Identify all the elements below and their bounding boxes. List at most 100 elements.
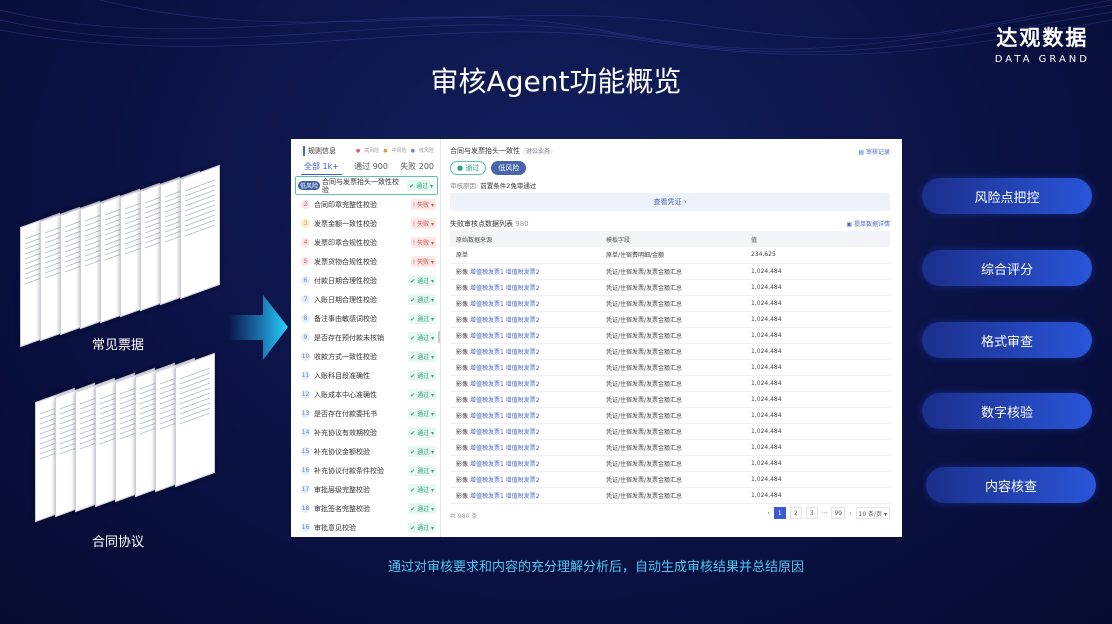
page-title: 审核Agent功能概览	[430, 65, 682, 98]
status-dropdown[interactable]: ! 失败 ▾	[410, 218, 436, 229]
invoice-link[interactable]: 增值税发票1 增值税发票2	[469, 460, 540, 468]
invoice-link[interactable]: 增值税发票1 增值税发票2	[469, 428, 540, 436]
status-dropdown[interactable]: ✔ 通过 ▾	[408, 427, 436, 438]
invoice-link[interactable]: 增值税发票1 增值税发票2	[469, 268, 540, 276]
business-tag: 对公业务	[523, 148, 554, 155]
rule-item[interactable]: 13 是否存在付款委托书 ✔ 通过 ▾	[295, 404, 438, 423]
invoice-link[interactable]: 增值税发票1 增值税发票2	[469, 412, 540, 420]
detail-link[interactable]: ▣ 提单数据详情	[846, 221, 890, 228]
scrollbar[interactable]	[438, 331, 440, 343]
rule-item[interactable]: 16 审批意见校验 ✔ 通过 ▾	[295, 518, 438, 537]
status-dropdown[interactable]: ! 失败 ▾	[410, 256, 436, 267]
invoice-link[interactable]: 增值税发票1 增值税发票2	[469, 300, 540, 308]
table-row: 原单 原单/住宿费明细/金额 234,625	[450, 247, 890, 264]
invoice-link[interactable]: 增值税发票1 增值税发票2	[469, 348, 540, 356]
feature-pill: 格式审查	[922, 322, 1092, 358]
rule-item[interactable]: 10 收款方式一致性校验 ✔ 通过 ▾	[295, 347, 438, 366]
rule-name: 发票货物合规性校验	[314, 257, 377, 266]
page-button[interactable]: 99	[831, 507, 846, 519]
status-dropdown[interactable]: ✔ 通过 ▾	[408, 446, 436, 457]
invoice-link[interactable]: 增值税发票1 增值税发票2	[469, 284, 540, 292]
status-dropdown[interactable]: ✔ 通过 ▾	[408, 465, 436, 476]
invoice-link[interactable]: 增值税发票1 增值税发票2	[469, 492, 540, 500]
rule-item[interactable]: 4 发票印章合规性校验 ! 失败 ▾	[295, 233, 438, 252]
rule-item[interactable]: 低风险 合同与发票抬头一致性校验 ✔ 通过 ▾	[295, 176, 438, 195]
rule-name: 入账科目段准确性	[314, 371, 370, 380]
audit-record-link[interactable]: ▤ 审核记录	[858, 149, 890, 156]
rule-number: 7	[301, 295, 310, 304]
rule-item[interactable]: 8 备注事由敏感词校验 ✔ 通过 ▾	[295, 309, 438, 328]
page-button: ···	[821, 509, 828, 517]
table-row: 影像 增值税发票1 增值税发票2 凭证/住宿发票/发票金额汇总 1,024,484	[450, 423, 890, 440]
status-dropdown[interactable]: ! 失败 ▾	[410, 237, 436, 248]
rule-number: 14	[301, 428, 310, 437]
rule-item[interactable]: 17 审批层级完整校验 ✔ 通过 ▾	[295, 480, 438, 499]
rule-name: 审批层级完整校验	[314, 485, 370, 494]
rule-item[interactable]: 6 付款日期合理性校验 ✔ 通过 ▾	[295, 271, 438, 290]
rule-item[interactable]: 15 补充协议金额校验 ✔ 通过 ▾	[295, 442, 438, 461]
invoice-link[interactable]: 增值税发票1 增值税发票2	[469, 444, 540, 452]
rule-item[interactable]: 18 审批签名完整校验 ✔ 通过 ▾	[295, 499, 438, 518]
rule-item[interactable]: 2 合同印章完整性校验 ! 失败 ▾	[295, 195, 438, 214]
invoice-link[interactable]: 增值税发票1 增值税发票2	[469, 332, 540, 340]
rule-number: 13	[301, 409, 310, 418]
page-size-select[interactable]: 10 条/页 ▾	[855, 507, 890, 519]
status-dropdown[interactable]: ✔ 通过 ▾	[408, 370, 436, 381]
status-dropdown[interactable]: ✔ 通过 ▾	[408, 332, 436, 343]
table-row: 影像 增值税发票1 增值税发票2 凭证/住宿发票/发票金额汇总 1,024,484	[450, 311, 890, 328]
risk-badge: 低风险	[298, 181, 321, 190]
status-dropdown[interactable]: ✔ 通过 ▾	[408, 275, 436, 286]
view-voucher-button[interactable]: 查看凭证 ›	[450, 193, 890, 211]
rule-item[interactable]: 12 入账成本中心准确性 ✔ 通过 ▾	[295, 385, 438, 404]
invoice-link[interactable]: 增值税发票1 增值税发票2	[469, 364, 540, 372]
rule-name: 是否存在预付款未核销	[314, 333, 384, 342]
invoice-link[interactable]: 增值税发票1 增值税发票2	[469, 396, 540, 404]
rule-item[interactable]: 16 补充协议付款条件校验 ✔ 通过 ▾	[295, 461, 438, 480]
tab-all[interactable]: 全部 1k+	[301, 161, 342, 175]
status-dropdown[interactable]: ✔ 通过 ▾	[408, 408, 436, 419]
table-row: 影像 增值税发票1 增值税发票2 凭证/住宿发票/发票金额汇总 1,024,484	[450, 487, 890, 504]
rule-item[interactable]: 11 入账科目段准确性 ✔ 通过 ▾	[295, 366, 438, 385]
pass-badge: ● 通过	[450, 161, 487, 175]
status-dropdown[interactable]: ✔ 通过 ▾	[408, 484, 436, 495]
rule-number: 9	[301, 333, 310, 342]
rule-item[interactable]: 3 发票金额一致性校验 ! 失败 ▾	[295, 214, 438, 233]
audit-reason: 审核原因: 前置条件2免审通过	[450, 182, 537, 190]
status-dropdown[interactable]: ✔ 通过 ▾	[408, 313, 436, 324]
status-dropdown[interactable]: ✔ 通过 ▾	[408, 351, 436, 362]
pagination: ‹ 1 2 3 ··· 99 › 10 条/页 ▾	[767, 507, 890, 519]
rule-name: 补充协议金额校验	[314, 447, 370, 456]
rule-name: 付款日期合理性校验	[314, 276, 377, 285]
tab-pass[interactable]: 通过 900	[354, 162, 388, 171]
rule-item[interactable]: 7 入账日期合理性校验 ✔ 通过 ▾	[295, 290, 438, 309]
page-button[interactable]: 1	[773, 507, 786, 519]
table-row: 影像 增值税发票1 增值税发票2 凭证/住宿发票/发票金额汇总 1,024,484	[450, 295, 890, 312]
invoice-link[interactable]: 增值税发票1 增值税发票2	[469, 476, 540, 484]
prev-page-button[interactable]: ‹	[767, 509, 770, 517]
rule-item[interactable]: 14 补充协议有效期校验 ✔ 通过 ▾	[295, 423, 438, 442]
status-dropdown[interactable]: ✔ 通过 ▾	[408, 503, 436, 514]
rule-number: 10	[301, 352, 310, 361]
invoice-link[interactable]: 增值税发票1 增值税发票2	[469, 316, 540, 324]
rule-number: 2	[301, 200, 310, 209]
rule-number: 8	[301, 314, 310, 323]
next-page-button[interactable]: ›	[849, 509, 852, 517]
rule-number: 16	[301, 523, 310, 532]
rule-item[interactable]: 9 是否存在预付款未核销 ✔ 通过 ▾	[295, 328, 438, 347]
risk-badge: 低风险	[491, 161, 527, 175]
rule-number: 11	[301, 371, 310, 380]
status-dropdown[interactable]: ✔ 通过 ▾	[408, 389, 436, 400]
page-button[interactable]: 2	[789, 507, 802, 519]
detail-title: 合同与发票抬头一致性	[450, 147, 520, 155]
page-button[interactable]: 3	[805, 507, 818, 519]
invoice-link[interactable]: 增值税发票1 增值税发票2	[469, 380, 540, 388]
status-dropdown[interactable]: ✔ 通过 ▾	[408, 522, 436, 533]
rule-item[interactable]: 5 发票货物合规性校验 ! 失败 ▾	[295, 252, 438, 271]
status-dropdown[interactable]: ✔ 通过 ▾	[407, 180, 435, 191]
logo: 达观数据 DATA GRAND	[994, 26, 1090, 65]
rule-name: 合同与发票抬头一致性校验	[322, 177, 400, 194]
status-dropdown[interactable]: ✔ 通过 ▾	[408, 294, 436, 305]
tab-fail[interactable]: 失败 200	[400, 162, 434, 171]
invoices-label: 常见票据	[92, 338, 145, 353]
status-dropdown[interactable]: ! 失败 ▾	[410, 199, 436, 210]
